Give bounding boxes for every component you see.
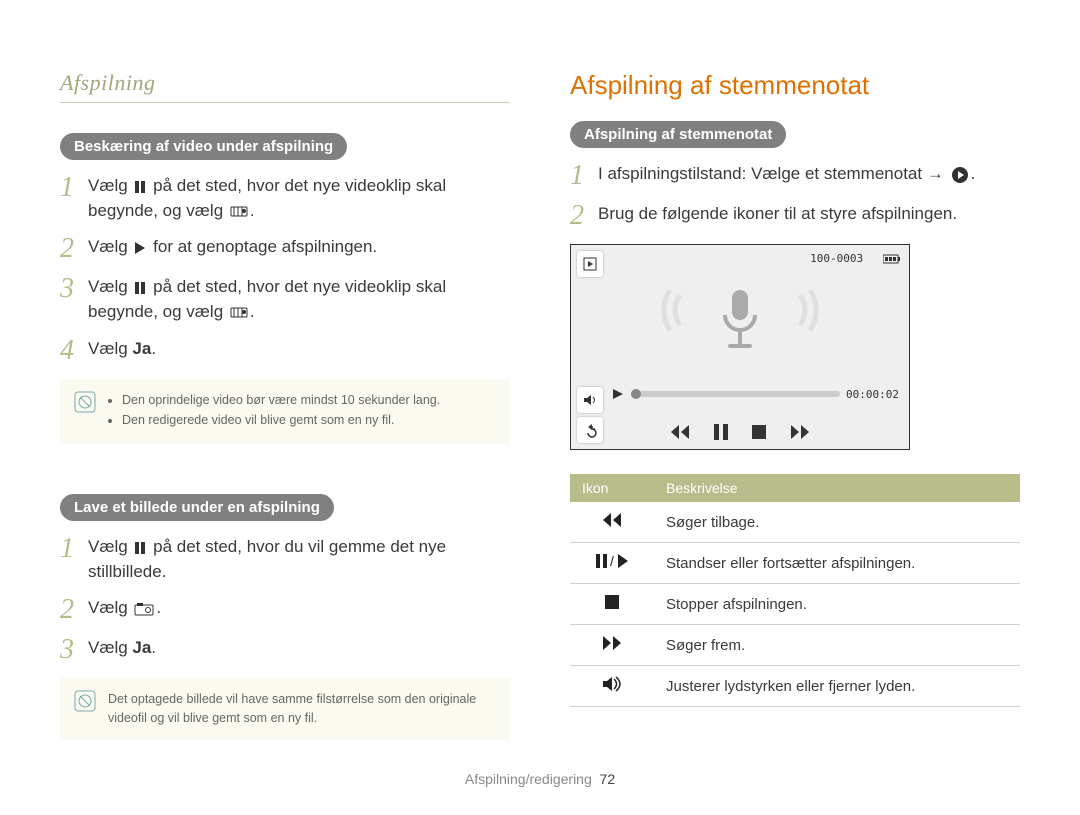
pause-icon bbox=[134, 281, 146, 295]
playback-time: 00:00:02 bbox=[846, 388, 899, 401]
step-text: Vælg på det sted, hvor det nye videoklip… bbox=[88, 174, 510, 223]
step-text: Vælg på det sted, hvor du vil gemme det … bbox=[88, 535, 510, 584]
voice-memo-steps: I afspilningstilstand: Vælge et stemmeno… bbox=[570, 162, 1020, 230]
capture-section: Lave et billede under en afspilning Vælg… bbox=[60, 494, 510, 740]
table-row: Søger tilbage. bbox=[570, 502, 1020, 543]
pause-play-icon: / bbox=[595, 556, 629, 573]
rewind-icon bbox=[601, 515, 623, 532]
step-text: Brug de følgende ikoner til at styre afs… bbox=[598, 202, 957, 227]
trim-section: Beskæring af video under afspilning Vælg… bbox=[60, 133, 510, 444]
step-text: Vælg Ja. bbox=[88, 337, 156, 362]
trim-icon bbox=[230, 305, 248, 319]
stop-icon bbox=[604, 597, 620, 614]
pause-icon bbox=[134, 541, 146, 555]
table-row: Justerer lydstyrken eller fjerner lyden. bbox=[570, 666, 1020, 707]
section-header: Afspilning bbox=[60, 70, 510, 103]
volume-icon bbox=[577, 387, 603, 413]
voice-memo-screenshot: 100-0003 bbox=[570, 244, 910, 450]
table-row: / Standser eller fortsætter afspilningen… bbox=[570, 543, 1020, 584]
play-circle-icon bbox=[951, 166, 969, 184]
capture-icon bbox=[134, 602, 154, 616]
note-line: Den redigerede video vil blive gemt som … bbox=[122, 411, 440, 430]
trim-pill: Beskæring af video under afspilning bbox=[60, 133, 347, 160]
step-text: Vælg Ja. bbox=[88, 636, 156, 661]
rewind-icon bbox=[669, 423, 691, 441]
step-text: Vælg for at genoptage afspilningen. bbox=[88, 235, 377, 260]
footer-text: Afspilning/redigering bbox=[465, 771, 592, 787]
table-header-icon: Ikon bbox=[570, 474, 654, 502]
pause-icon bbox=[134, 180, 146, 194]
step-text: Vælg . bbox=[88, 596, 161, 621]
svg-text:/: / bbox=[610, 553, 614, 569]
capture-steps: Vælg på det sted, hvor du vil gemme det … bbox=[60, 535, 510, 664]
trim-note: Den oprindelige video bør være mindst 10… bbox=[60, 379, 510, 445]
step-text: Vælg på det sted, hvor det nye videoklip… bbox=[88, 275, 510, 324]
microphone-icon bbox=[640, 280, 840, 370]
forward-icon bbox=[789, 423, 811, 441]
table-cell-desc: Stopper afspilningen. bbox=[654, 584, 1020, 625]
note-icon bbox=[74, 690, 96, 728]
trim-icon bbox=[230, 204, 248, 218]
table-row: Søger frem. bbox=[570, 625, 1020, 666]
icon-description-table: Ikon Beskrivelse Søger tilbage. / Stands… bbox=[570, 474, 1020, 707]
volume-icon bbox=[602, 679, 622, 696]
page-number: 72 bbox=[600, 771, 616, 787]
voice-memo-pill: Afspilning af stemmenotat bbox=[570, 121, 786, 148]
capture-note: Det optagede billede vil have samme fils… bbox=[60, 678, 510, 740]
table-cell-desc: Justerer lydstyrken eller fjerner lyden. bbox=[654, 666, 1020, 707]
file-id: 100-0003 bbox=[810, 252, 863, 265]
step-text: I afspilningstilstand: Vælge et stemmeno… bbox=[598, 162, 975, 187]
note-line: Den oprindelige video bør være mindst 10… bbox=[122, 391, 440, 410]
back-icon bbox=[577, 417, 603, 443]
table-cell-desc: Søger tilbage. bbox=[654, 502, 1020, 543]
table-cell-desc: Standser eller fortsætter afspilningen. bbox=[654, 543, 1020, 584]
table-header-desc: Beskrivelse bbox=[654, 474, 1020, 502]
pause-icon bbox=[713, 423, 729, 441]
play-icon bbox=[134, 241, 146, 255]
note-icon bbox=[74, 391, 96, 433]
page-footer: Afspilning/redigering 72 bbox=[0, 771, 1080, 787]
stop-icon bbox=[751, 423, 767, 441]
capture-pill: Lave et billede under en afspilning bbox=[60, 494, 334, 521]
trim-steps: Vælg på det sted, hvor det nye videoklip… bbox=[60, 174, 510, 365]
table-cell-desc: Søger frem. bbox=[654, 625, 1020, 666]
voice-memo-title: Afspilning af stemmenotat bbox=[570, 70, 1020, 101]
note-line: Det optagede billede vil have samme fils… bbox=[108, 690, 496, 728]
forward-icon bbox=[601, 638, 623, 655]
table-row: Stopper afspilningen. bbox=[570, 584, 1020, 625]
play-small-icon bbox=[613, 389, 623, 399]
